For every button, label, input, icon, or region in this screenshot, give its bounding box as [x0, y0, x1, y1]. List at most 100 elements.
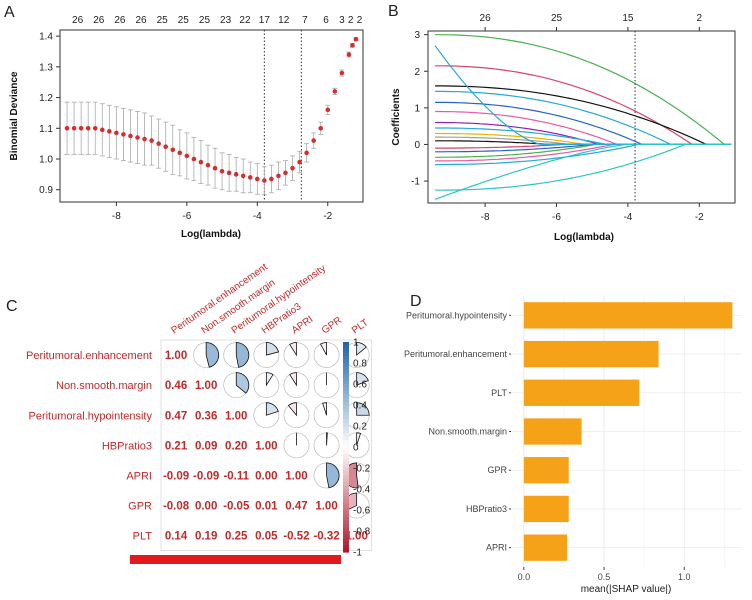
panel-c-pie [356, 432, 362, 446]
panel-a-xtick-label: -4 [253, 211, 262, 222]
panel-b-series-line [434, 143, 732, 200]
panel-b-top-label: 26 [480, 13, 492, 24]
panel-c-colorbar-label: 0.2 [353, 422, 367, 433]
panel-c-pie [265, 372, 274, 387]
panel-a-point [64, 125, 70, 131]
panel-b-ytick-label: 3 [414, 30, 420, 41]
panel-a-point [339, 70, 345, 76]
panel-c-colorbar-seg [343, 534, 349, 539]
panel-c-colorbar-seg [343, 443, 349, 448]
panel-c-colorbar-seg [343, 370, 349, 375]
panel-a-error-bars [64, 37, 359, 195]
panel-c-colorbar-label: -0.8 [353, 527, 371, 538]
panel-a-points [64, 36, 359, 183]
panel-d-bar [523, 340, 659, 368]
panel-label-d: D [410, 293, 422, 310]
panel-c-coef-text: -0.32 [313, 531, 339, 543]
panel-b-series-line [435, 143, 732, 153]
panel-c-colorbar-label: -1 [353, 548, 362, 559]
panel-b-series-line [435, 127, 732, 145]
panel-c-coef-text: 0.05 [255, 531, 278, 543]
panel-c-pie [205, 342, 220, 368]
panel-c-colorbar-seg [343, 457, 349, 462]
panel-a-point [184, 153, 190, 159]
panel-label-a: A [4, 4, 15, 21]
panel-c-colorbar-seg [343, 352, 349, 357]
panel-c-pie [287, 402, 297, 417]
panel-c-pie [235, 372, 250, 394]
panel-c-colorbar-seg [343, 471, 349, 476]
panel-c-colorbar-seg [343, 398, 349, 403]
panel-a-top-label: 23 [220, 15, 232, 26]
panel-d-bar [523, 302, 733, 329]
panel-b-series-line [435, 143, 732, 191]
panel-b-series-line [435, 101, 732, 145]
panel-label-c: C [6, 298, 18, 315]
panel-a-point [297, 159, 302, 165]
panel-a-point [156, 141, 161, 146]
panel-a-point [71, 125, 77, 131]
panel-c-colorbar-seg [343, 475, 349, 480]
panel-c-colorbar-seg [343, 408, 349, 413]
panel-c-colorbar-seg [343, 510, 349, 515]
panel-a-top-label: 25 [178, 15, 190, 26]
panel-c-colorbar-label: 0.4 [353, 401, 367, 412]
panel-c-colorbar-seg [343, 377, 349, 382]
panel-c-colorbar-seg [343, 545, 349, 550]
panel-c-coef-text: 0.46 [165, 380, 187, 392]
panel-b-ytick-label: 1 [414, 103, 420, 114]
panel-c-colorbar-seg [343, 401, 349, 406]
panel-c-colorbar-label: -0.2 [353, 464, 371, 475]
panel-a-point [85, 125, 91, 131]
panel-c-colorbar-seg [343, 489, 349, 494]
panel-d-category-label: GPR [487, 465, 507, 475]
panel-c-pie [322, 402, 327, 416]
panel-c-colorbar-seg [343, 384, 349, 389]
panel-a-point [128, 133, 133, 139]
panel-b-xlabel: Log(lambda) [554, 232, 614, 243]
panel-c-colorbar-seg [343, 394, 349, 399]
panel-b-ylabel: Coefficients [391, 88, 402, 146]
panel-c-row-label: Non.smooth.margin [56, 380, 152, 392]
panel-label-b: B [388, 3, 399, 20]
panel-a-point [107, 129, 112, 134]
panel-c-colorbar-seg [343, 391, 349, 396]
panel-a-top-label: 25 [157, 15, 169, 26]
panel-a-top-label: 12 [278, 15, 290, 26]
panel-a-point [198, 159, 204, 165]
panel-c-coef-text: 0.21 [165, 440, 188, 452]
panel-b-series-line [435, 143, 732, 158]
panel-c-colorbar-seg [343, 356, 349, 361]
panel-c-colorbar: 1 0.8 0.6 0.4 0.2 0 -0.2 -0.4 -0.6 -0.8 -1 [343, 338, 371, 559]
panel-d-shap-bar: Peritumoral.hypointensity Peritumoral.enh… [404, 296, 742, 595]
panel-b-series-line [435, 90, 732, 145]
panel-c-colorbar-seg [343, 363, 349, 368]
panel-c-pie [326, 462, 340, 489]
panel-c-pie [319, 342, 327, 356]
panel-a-xtick-label: -6 [182, 211, 191, 222]
panel-d-category-label: APRI [486, 543, 507, 553]
panel-c-coef-text: 0.14 [165, 531, 188, 543]
panel-d-category-label: Non.smooth.margin [428, 427, 507, 437]
panel-d-bar [523, 457, 569, 484]
panel-c-colorbar-seg [343, 412, 349, 417]
panel-c-colorbar-label: -0.4 [353, 485, 371, 496]
panel-b-coef-lines [434, 34, 732, 200]
panel-b-coef-path: 26 25 15 2 -1 0 1 2 3 -8 -6 -4 -2 Log(lambda) Coef… [391, 13, 736, 243]
panel-b-series-line [435, 143, 732, 149]
panel-b-xtick-label: -4 [623, 212, 632, 223]
panel-a-top-label: 26 [114, 15, 126, 26]
panel-b-ytick-label: 0 [414, 140, 420, 151]
panel-a-xlabel: Log(lambda) [181, 229, 241, 240]
panel-a-point [247, 175, 253, 180]
panel-c-coef-text: 0.00 [255, 470, 277, 482]
panel-b-series-line [435, 143, 732, 162]
panel-b-series-line [434, 45, 732, 145]
panel-c-colorbar-seg [343, 429, 349, 434]
panel-a-top-label: 26 [135, 15, 147, 26]
panel-c-coef-text: 0.36 [195, 410, 217, 422]
panel-b-xtick-label: -6 [552, 212, 561, 223]
panel-d-bar [523, 495, 569, 523]
panel-a-point [92, 125, 98, 131]
